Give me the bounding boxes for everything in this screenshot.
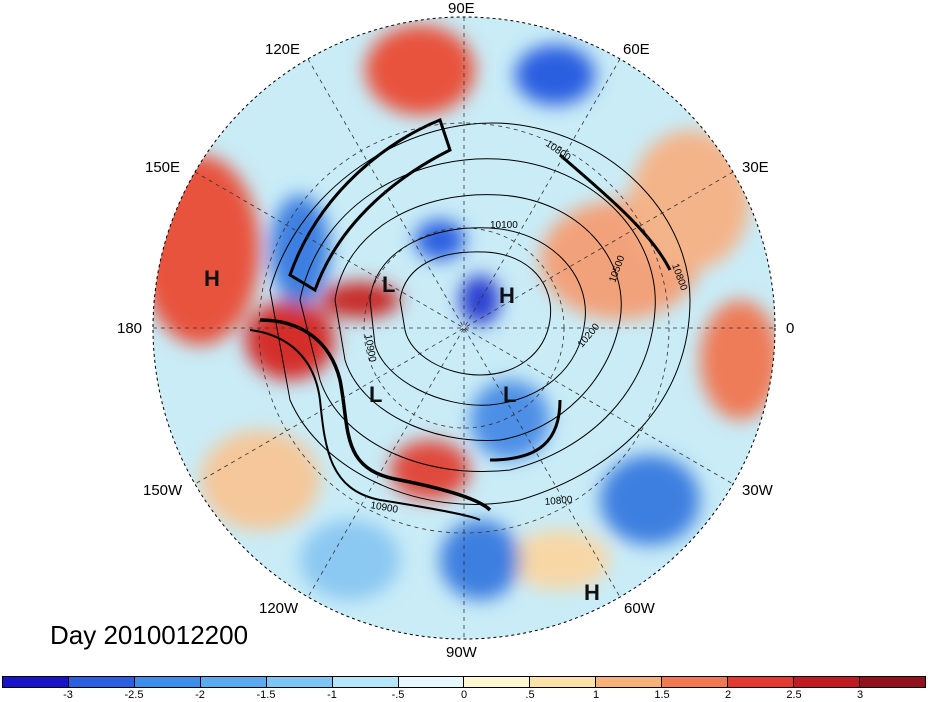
- colorbar-segment: [397, 677, 464, 687]
- colorbar-segment: [661, 677, 728, 687]
- colorbar-segment: [727, 677, 794, 687]
- lon-label-90w: 90W: [446, 644, 477, 661]
- colorbar-tick-label: -2.5: [124, 689, 144, 701]
- lon-label-120e: 120E: [265, 41, 301, 58]
- lon-label-0: 0: [786, 320, 795, 337]
- colorbar-tick-label: 2.5: [786, 689, 802, 701]
- colorbar-segment: [133, 677, 200, 687]
- contour-label: 10900: [362, 334, 378, 364]
- pressure-center-high-north-pacific: H: [204, 266, 220, 291]
- contour-label: 10800: [544, 495, 573, 508]
- colorbar-tick-label: .5: [525, 689, 535, 701]
- day-title: Day 2010012200: [50, 620, 249, 650]
- lon-label-90e: 90E: [448, 0, 475, 17]
- colorbar-segment: [199, 677, 266, 687]
- colorbar-tick-label: -1.5: [256, 689, 276, 701]
- colorbar-tick-label: 1.5: [654, 689, 670, 701]
- lon-label-60w: 60W: [624, 600, 655, 617]
- colorbar-segment: [858, 677, 925, 687]
- pressure-center-low-arctic-upper: L: [382, 272, 396, 297]
- contour-label: 10100: [490, 220, 518, 231]
- pressure-center-high-atlantic: H: [584, 580, 600, 605]
- colorbar-segment: [265, 677, 332, 687]
- colorbar-tick-label: 3: [856, 689, 864, 701]
- colorbar-segment: [529, 677, 596, 687]
- colorbar-tick-label: 0: [460, 689, 468, 701]
- colorbar-segment: [3, 677, 68, 687]
- lon-label-120w: 120W: [259, 600, 299, 617]
- lon-label-30e: 30E: [742, 159, 769, 176]
- colorbar-tick-label: 1: [592, 689, 600, 701]
- height-contours: [249, 118, 691, 521]
- pressure-center-high-arctic: H: [499, 283, 515, 308]
- graticule: [153, 17, 775, 639]
- lon-label-150w: 150W: [143, 482, 183, 499]
- colorbar-segment: [793, 677, 859, 687]
- contour-label: 10900: [369, 500, 399, 516]
- pressure-center-low-canada-west: L: [369, 382, 383, 407]
- colorbar-segment: [67, 677, 134, 687]
- colorbar-tick-label: -1: [327, 689, 337, 701]
- pressure-center-low-canada-east: L: [503, 382, 517, 407]
- colorbar-tick-label: -2: [195, 689, 205, 701]
- lon-label-30w: 30W: [742, 482, 773, 499]
- colorbar-segment: [463, 677, 530, 687]
- colorbar-tick-label: -.5: [391, 689, 405, 701]
- colorbar-tick-label: -3: [63, 689, 73, 701]
- lon-label-180: 180: [117, 320, 143, 337]
- lon-label-150e: 150E: [145, 159, 181, 176]
- colorbar-tick-label: 2: [724, 689, 732, 701]
- map-boundary: [152, 16, 776, 640]
- colorbar-segment: [595, 677, 662, 687]
- colorbar-segment: [331, 677, 398, 687]
- lon-label-60e: 60E: [623, 41, 650, 58]
- colorbar: [2, 676, 926, 688]
